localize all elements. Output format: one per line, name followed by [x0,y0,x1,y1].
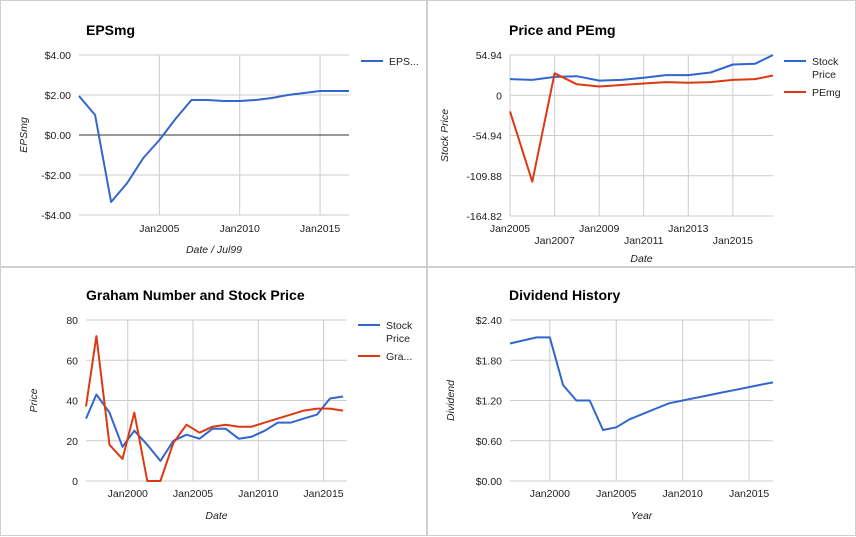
chart-svg: Dividend History $2.40 $1.80 $1.20 $0.60 $0.0… [428,268,856,537]
legend-label: Stock Price [812,56,839,81]
y-tick-label: 0 [496,90,502,102]
y-tick-label: 80 [66,315,78,327]
x-tick-label: Jan2010 [663,488,703,500]
series-line [79,91,349,202]
x-tick-label: Jan2015 [729,488,769,500]
x-tick-label: Jan2005 [173,488,213,500]
chart-svg: Graham Number and Stock Price 80 60 40 20 0 Ja… [1,268,428,537]
y-tick-label: -$4.00 [41,210,71,222]
x-tick-label: Jan2007 [534,235,574,247]
y-tick-label: $1.80 [476,355,502,367]
y-axis-label: Price [28,388,40,412]
x-tick-label: Jan2005 [596,488,636,500]
legend-label: PEmg [812,87,841,99]
y-tick-label: 0 [72,476,78,488]
series-line [510,55,773,81]
y-tick-label: 20 [66,436,78,448]
graham-number-chart-panel: Graham Number and Stock Price 80 60 40 20 0 Ja… [0,267,427,536]
y-axis-label: Dividend [445,379,457,421]
y-tick-label: $0.60 [476,436,502,448]
y-tick-label: -109.88 [466,171,502,183]
x-tick-label: Jan2015 [713,235,753,247]
x-axis-label: Year [631,510,653,522]
y-tick-label: 54.94 [476,50,502,62]
series-line [86,336,343,481]
chart-svg: EPSmg $4.00 $2.00 $0.00 -$2.00 -$4.00 Jan2005 J… [1,1,428,268]
x-tick-label: Jan2010 [220,223,260,235]
y-tick-label: 60 [66,355,78,367]
eps-chart-panel: EPSmg $4.00 $2.00 $0.00 -$2.00 -$4.00 Jan2005 J… [0,0,427,267]
y-tick-label: $2.40 [476,315,502,327]
x-axis-label: Date [630,253,652,265]
x-tick-label: Jan2015 [300,223,340,235]
y-tick-label: $2.00 [45,90,71,102]
series-line [510,73,773,181]
y-tick-label: $1.20 [476,396,502,408]
chart-title: Price and PEmg [509,22,616,38]
y-tick-label: -54.94 [472,131,502,143]
y-tick-label: $0.00 [45,130,71,142]
legend-label: Gra... [386,351,412,363]
legend-label: EPS... [389,56,419,68]
price-pe-chart-panel: Price and PEmg 54.94 0 -54.94 -109.88 -164.82… [427,0,856,267]
x-tick-label: Jan2011 [624,235,664,247]
y-tick-label: -$2.00 [41,170,71,182]
x-tick-label: Jan2000 [530,488,570,500]
x-axis-label: Date / Jul99 [186,244,242,256]
chart-title: Dividend History [509,287,620,303]
chart-title: EPSmg [86,22,135,38]
y-axis-label: Stock Price [439,109,451,162]
y-axis-label: EPSmg [18,117,30,153]
chart-svg: Price and PEmg 54.94 0 -54.94 -109.88 -164.82… [428,1,856,268]
x-tick-label: Jan2013 [668,223,708,235]
x-tick-label: Jan2000 [108,488,148,500]
x-axis-label: Date [205,510,227,522]
y-tick-label: $4.00 [45,50,71,62]
legend-label: Stock Price [386,320,413,345]
dividend-history-chart-panel: Dividend History $2.40 $1.80 $1.20 $0.60 $0.0… [427,267,856,536]
x-tick-label: Jan2005 [139,223,179,235]
chart-title: Graham Number and Stock Price [86,287,305,303]
x-tick-label: Jan2015 [303,488,343,500]
y-tick-label: 40 [66,396,78,408]
y-tick-label: $0.00 [476,476,502,488]
x-tick-label: Jan2005 [490,223,530,235]
y-tick-label: -164.82 [466,211,502,223]
x-tick-label: Jan2010 [238,488,278,500]
x-tick-label: Jan2009 [579,223,619,235]
